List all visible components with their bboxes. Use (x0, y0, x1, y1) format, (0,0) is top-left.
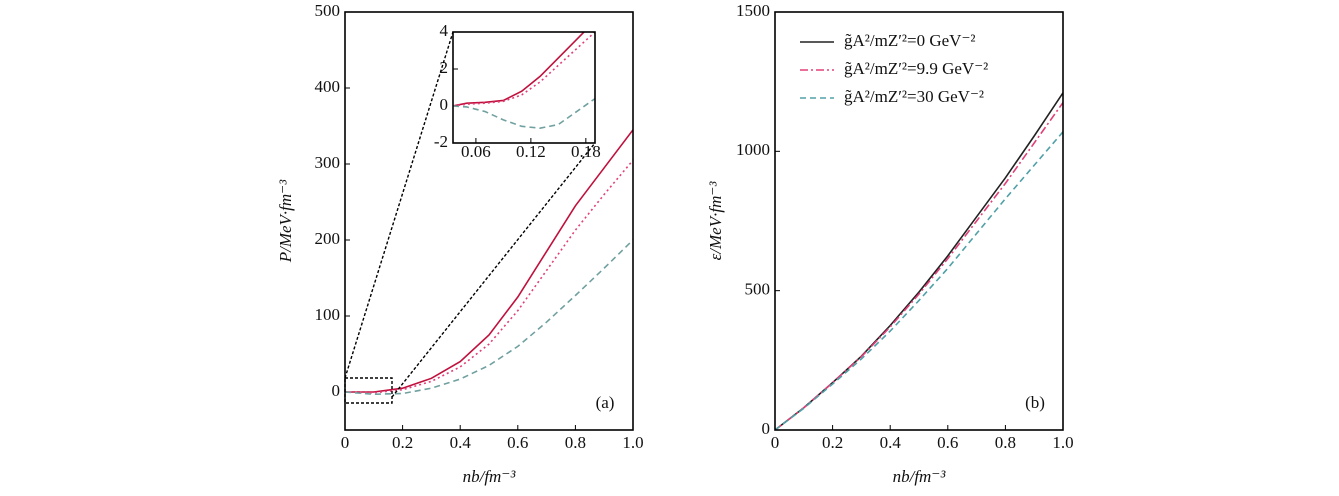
series-line (345, 239, 633, 396)
zoom-connector (391, 142, 596, 398)
axes-frame (452, 31, 596, 144)
x-axis-label: nb/fm⁻³ (463, 467, 517, 486)
x-tick-label: 1.0 (1052, 433, 1073, 452)
legend-label: g̃A²/mZ′²=30 GeV⁻² (844, 87, 984, 106)
x-tick-label: 0.12 (516, 142, 546, 161)
legend-label: g̃A²/mZ′²=0 GeV⁻² (844, 31, 976, 50)
series-line (775, 131, 1063, 430)
zoom-region (344, 377, 393, 404)
y-tick-label: 1000 (736, 140, 770, 159)
x-tick-label: 0.8 (995, 433, 1016, 452)
y-tick-label: 100 (315, 305, 341, 324)
y-axis-label: P/MeV·fm⁻³ (276, 179, 295, 263)
series-line (345, 159, 633, 394)
x-axis-label: nb/fm⁻³ (893, 467, 947, 486)
x-tick-label: 0 (341, 433, 350, 452)
plot-area (453, 32, 595, 143)
y-tick-label: 500 (315, 1, 341, 20)
legend-label: g̃A²/mZ′²=9.9 GeV⁻² (844, 59, 988, 78)
x-tick-label: 0.18 (571, 142, 601, 161)
y-tick-label: 1500 (736, 1, 770, 20)
y-axis-label: ε/MeV·fm⁻³ (706, 181, 725, 261)
series-line (453, 97, 595, 130)
y-tick-label: 400 (315, 77, 341, 96)
plot-area (775, 12, 1063, 430)
x-tick-label: 0.8 (565, 433, 586, 452)
axes-frame (774, 11, 1064, 431)
y-tick-label: 2 (440, 58, 449, 77)
x-tick-label: 0.4 (450, 433, 472, 452)
x-tick-label: 0.06 (461, 142, 491, 161)
x-tick-label: 0 (771, 433, 780, 452)
x-tick-label: 1.0 (622, 433, 643, 452)
series-line (775, 92, 1063, 430)
x-tick-label: 0.2 (392, 433, 413, 452)
y-tick-label: 200 (315, 229, 341, 248)
y-tick-label: 0 (332, 381, 341, 400)
series-line (453, 32, 595, 107)
y-tick-label: 4 (440, 21, 449, 40)
x-tick-label: 0.4 (880, 433, 902, 452)
series-line (345, 129, 633, 393)
series-line (775, 102, 1063, 430)
zoom-connector (344, 31, 454, 379)
y-tick-label: 0 (762, 419, 771, 438)
y-tick-label: 0 (440, 95, 449, 114)
y-tick-label: -2 (434, 132, 448, 151)
series-line (453, 32, 586, 107)
y-tick-label: 300 (315, 153, 341, 172)
panel-label: (a) (596, 393, 615, 412)
panel-label: (b) (1025, 393, 1045, 412)
axes-frame (344, 11, 634, 431)
y-tick-label: 500 (745, 280, 771, 299)
x-tick-label: 0.6 (507, 433, 528, 452)
x-tick-label: 0.6 (937, 433, 958, 452)
x-tick-label: 0.2 (822, 433, 843, 452)
